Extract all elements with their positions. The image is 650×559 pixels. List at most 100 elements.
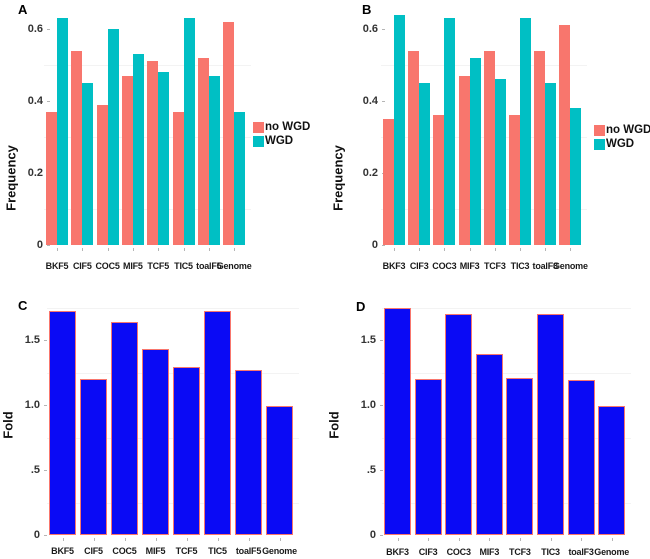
x-tick-mark xyxy=(155,538,157,541)
panel-label-a: A xyxy=(18,2,28,17)
y-tick-mark xyxy=(382,245,385,246)
y-tick-mark xyxy=(47,245,50,246)
bar-fold-toalf3 xyxy=(567,380,595,535)
x-tick-mark xyxy=(419,248,421,251)
panel-b-frequency-chart-f3: B Frequency 0.6 0.4 0.2 0 BKF3 CIF3 COC3 MIF3 TCF3… xyxy=(325,0,650,280)
x-tick-mark xyxy=(611,538,613,541)
category-label-cif3: CIF3 xyxy=(409,261,429,271)
category-label-cif5: CIF5 xyxy=(72,261,92,271)
y-tick-mark xyxy=(380,340,383,341)
bar-wgd-mif3 xyxy=(469,57,481,245)
panel-label-d: D xyxy=(356,299,366,314)
y-tick-label: 1.0 xyxy=(360,399,376,411)
legend-swatch-no-wgd xyxy=(594,124,605,136)
y-tick-mark xyxy=(44,470,47,471)
bar-no-wgd-toalf3 xyxy=(534,50,546,245)
panel-a-frequency-chart-f5: A Frequency 0.6 0.4 0.2 0 BKF5 CIF5 COC5 MIF5 TCF5… xyxy=(0,0,325,280)
x-tick-mark xyxy=(107,248,109,251)
bar-no-wgd-mif5 xyxy=(121,75,133,245)
x-tick-mark xyxy=(82,248,84,251)
bar-no-wgd-cif3 xyxy=(408,50,420,245)
bar-wgd-toalf5 xyxy=(208,75,220,245)
y-tick-mark xyxy=(44,535,47,536)
x-tick-mark xyxy=(397,538,399,541)
x-tick-mark xyxy=(234,248,236,251)
y-tick-mark xyxy=(382,101,385,102)
x-tick-mark xyxy=(57,248,58,251)
category-label-bkf3: BKF3 xyxy=(386,547,409,557)
category-label-toalf5: toalF5 xyxy=(235,546,262,556)
y-tick-label: 0 xyxy=(369,529,376,541)
category-label-tic3: TIC3 xyxy=(541,547,560,557)
category-label-genome: Genome xyxy=(216,261,252,271)
category-label-tcf5: TCF5 xyxy=(175,546,198,556)
category-label-genome: Genome xyxy=(594,547,630,557)
y-tick-label: 0.2 xyxy=(27,167,43,179)
bar-wgd-bkf5 xyxy=(57,18,68,245)
category-label-genome: Genome xyxy=(262,546,297,556)
x-tick-mark xyxy=(581,538,583,541)
x-tick-mark xyxy=(469,248,471,251)
x-tick-mark xyxy=(279,538,281,541)
category-label-toalf3: toalF3 xyxy=(532,261,559,271)
y-tick-mark xyxy=(44,340,47,341)
y-tick-label: 0 xyxy=(36,239,43,251)
x-tick-mark xyxy=(183,248,185,251)
x-tick-mark xyxy=(489,538,491,541)
bar-no-wgd-tic5 xyxy=(172,111,184,245)
bar-fold-tcf3 xyxy=(506,377,534,535)
y-axis-title-fold: Fold xyxy=(326,411,342,439)
bar-wgd-mif5 xyxy=(132,54,144,245)
category-label-coc5: COC5 xyxy=(112,546,137,556)
x-tick-mark xyxy=(186,538,188,541)
x-tick-mark xyxy=(519,538,521,541)
category-label-coc3: COC3 xyxy=(446,547,471,557)
y-axis-title-frequency: Frequency xyxy=(3,145,19,211)
bar-no-wgd-tic3 xyxy=(509,115,520,245)
y-tick-label: 0 xyxy=(33,529,40,541)
x-tick-mark xyxy=(248,538,250,541)
bar-fold-genome xyxy=(598,406,626,535)
bar-fold-tic5 xyxy=(204,311,231,535)
bar-no-wgd-coc3 xyxy=(433,115,445,245)
legend-swatch-no-wgd xyxy=(253,121,264,133)
category-label-bkf5: BKF5 xyxy=(45,261,69,271)
bar-fold-mif3 xyxy=(475,354,503,535)
bar-wgd-tcf5 xyxy=(158,72,170,245)
x-tick-mark xyxy=(208,248,210,251)
y-tick-label: 0.4 xyxy=(362,95,378,107)
y-tick-label: 0.2 xyxy=(362,167,378,179)
bar-fold-coc3 xyxy=(445,314,473,535)
legend-swatch-wgd xyxy=(594,138,605,150)
category-label-tic5: TIC5 xyxy=(208,546,227,556)
bar-fold-tcf5 xyxy=(173,367,200,535)
bar-wgd-cif3 xyxy=(419,83,431,245)
bar-no-wgd-bkf5 xyxy=(46,111,57,245)
category-label-mif3: MIF3 xyxy=(479,547,500,557)
legend-label-no-wgd: no WGD xyxy=(606,124,650,136)
x-tick-mark xyxy=(428,538,430,541)
bar-wgd-genome xyxy=(570,108,582,245)
x-tick-mark xyxy=(217,538,219,541)
bar-fold-cif5 xyxy=(80,379,107,535)
bar-wgd-coc3 xyxy=(444,18,456,245)
category-label-cif5: CIF5 xyxy=(84,546,103,556)
bar-no-wgd-bkf3 xyxy=(383,119,394,245)
category-label-bkf5: BKF5 xyxy=(51,546,74,556)
y-tick-label: .5 xyxy=(366,464,376,476)
bar-wgd-tcf3 xyxy=(494,79,506,245)
legend-label-no-wgd: no WGD xyxy=(265,121,311,133)
y-tick-mark xyxy=(380,470,383,471)
category-label-tic5: TIC5 xyxy=(174,261,193,271)
category-label-mif3: MIF3 xyxy=(459,261,480,271)
bar-no-wgd-genome xyxy=(559,25,571,245)
category-label-genome: Genome xyxy=(552,261,588,271)
bar-no-wgd-tcf3 xyxy=(483,50,495,245)
category-label-mif5: MIF5 xyxy=(123,261,143,271)
y-tick-mark xyxy=(382,29,385,30)
legend-item-wgd: WGD xyxy=(594,138,634,150)
legend-item-no-wgd: no WGD xyxy=(253,121,310,133)
y-axis-title-fold: Fold xyxy=(0,411,16,439)
bar-wgd-bkf3 xyxy=(394,14,405,245)
x-tick-mark xyxy=(494,248,496,251)
